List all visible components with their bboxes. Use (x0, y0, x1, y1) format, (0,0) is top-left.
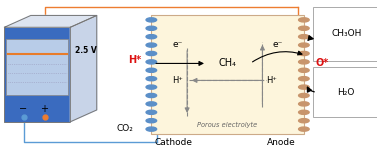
Circle shape (299, 119, 309, 123)
Text: CH₄: CH₄ (218, 58, 237, 68)
Circle shape (146, 119, 156, 123)
Circle shape (299, 60, 309, 64)
Text: −: − (19, 104, 27, 114)
Circle shape (146, 68, 156, 72)
Circle shape (299, 68, 309, 72)
Circle shape (146, 26, 156, 30)
Circle shape (299, 26, 309, 30)
Text: O*: O* (315, 58, 328, 68)
Circle shape (146, 77, 156, 81)
Text: Porous electrolyte: Porous electrolyte (197, 122, 258, 128)
Circle shape (146, 51, 156, 56)
Text: H*: H* (128, 55, 141, 65)
Text: H⁺: H⁺ (266, 76, 277, 85)
Circle shape (146, 127, 156, 131)
Circle shape (146, 43, 156, 47)
Circle shape (299, 85, 309, 89)
Circle shape (299, 110, 309, 114)
Text: e⁻: e⁻ (172, 41, 183, 49)
FancyBboxPatch shape (5, 27, 70, 122)
Circle shape (146, 102, 156, 106)
Circle shape (299, 18, 309, 22)
Circle shape (146, 93, 156, 98)
FancyBboxPatch shape (151, 15, 304, 134)
Polygon shape (70, 15, 97, 122)
FancyBboxPatch shape (313, 67, 378, 117)
Circle shape (146, 110, 156, 114)
Text: CO₂: CO₂ (116, 124, 133, 133)
Text: +: + (40, 104, 48, 114)
Circle shape (146, 18, 156, 22)
Text: Cathode: Cathode (155, 138, 193, 147)
FancyBboxPatch shape (313, 7, 378, 61)
Circle shape (299, 77, 309, 81)
Circle shape (146, 85, 156, 89)
Polygon shape (5, 15, 97, 27)
Text: CH₃OH: CH₃OH (331, 29, 361, 38)
Circle shape (146, 60, 156, 64)
Circle shape (299, 93, 309, 98)
FancyBboxPatch shape (6, 39, 68, 95)
Text: H₂O: H₂O (338, 88, 355, 97)
Circle shape (299, 43, 309, 47)
Text: Anode: Anode (267, 138, 296, 147)
Circle shape (146, 35, 156, 39)
Text: e⁻: e⁻ (272, 41, 283, 49)
Circle shape (299, 102, 309, 106)
Circle shape (299, 35, 309, 39)
Text: H⁺: H⁺ (172, 76, 183, 85)
Text: 2.5 V: 2.5 V (74, 46, 96, 55)
Circle shape (299, 127, 309, 131)
Circle shape (299, 51, 309, 56)
